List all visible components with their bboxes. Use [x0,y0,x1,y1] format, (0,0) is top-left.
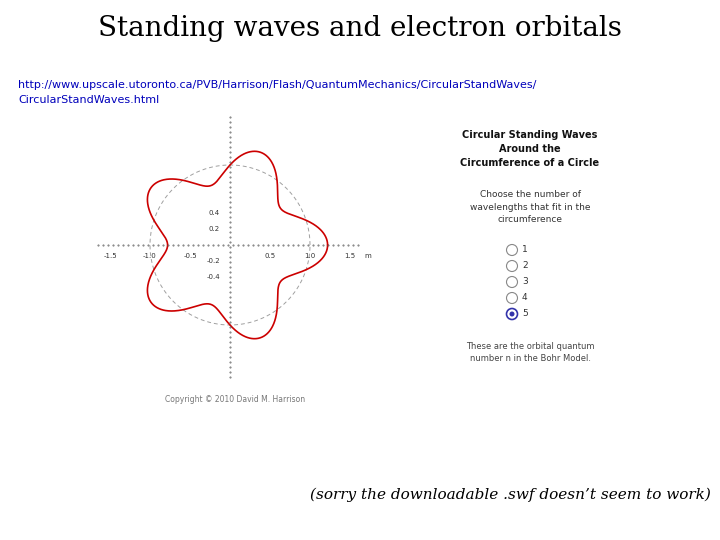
Text: m: m [364,253,371,259]
Text: Copyright © 2010 David M. Harrison: Copyright © 2010 David M. Harrison [165,395,305,404]
Text: Choose the number of
wavelengths that fit in the
circumference: Choose the number of wavelengths that fi… [469,190,590,224]
Text: These are the orbital quantum
number n in the Bohr Model.: These are the orbital quantum number n i… [466,342,594,363]
Text: 5: 5 [522,309,528,319]
Text: -0.4: -0.4 [207,274,220,280]
Text: -1.0: -1.0 [143,253,157,259]
Circle shape [510,312,515,316]
Text: -0.5: -0.5 [183,253,197,259]
Text: (sorry the downloadable .swf doesn’t seem to work): (sorry the downloadable .swf doesn’t see… [310,488,711,502]
Text: 0.2: 0.2 [209,226,220,232]
Text: 1.5: 1.5 [344,253,356,259]
Text: 1: 1 [522,246,528,254]
Text: -0.2: -0.2 [207,258,220,264]
Text: -1.5: -1.5 [103,253,117,259]
Text: 0.4: 0.4 [209,210,220,216]
Text: Standing waves and electron orbitals: Standing waves and electron orbitals [98,15,622,42]
Text: 1.0: 1.0 [305,253,315,259]
Text: 3: 3 [522,278,528,287]
Text: http://www.upscale.utoronto.ca/PVB/Harrison/Flash/QuantumMechanics/CircularStand: http://www.upscale.utoronto.ca/PVB/Harri… [18,80,536,105]
Text: 4: 4 [522,294,528,302]
Text: 0.5: 0.5 [264,253,276,259]
Text: 2: 2 [522,261,528,271]
Text: Circular Standing Waves
Around the
Circumference of a Circle: Circular Standing Waves Around the Circu… [460,130,600,168]
